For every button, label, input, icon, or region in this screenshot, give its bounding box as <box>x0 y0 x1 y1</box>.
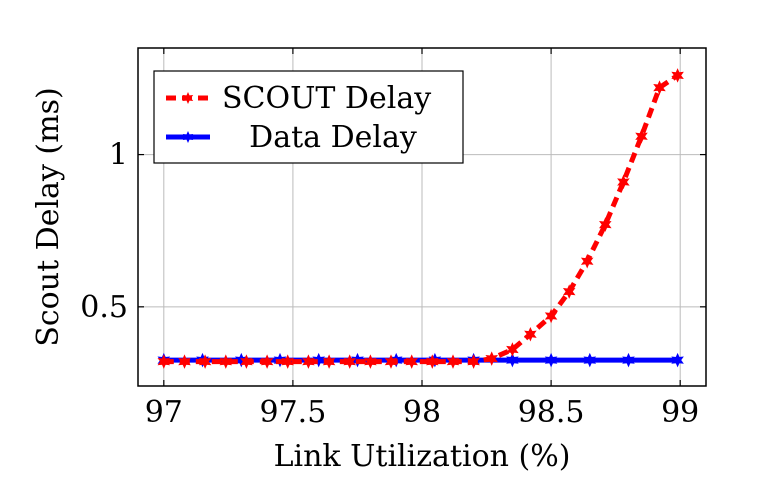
legend: SCOUT Delay Data Delay <box>153 70 464 164</box>
data-point <box>524 326 537 342</box>
data-point <box>635 129 648 144</box>
y-axis-label: Scout Delay (ms) <box>31 87 66 346</box>
x-tick-label: 98.5 <box>518 395 585 430</box>
data-point <box>198 354 212 369</box>
data-point <box>617 174 630 190</box>
data-point <box>260 354 274 369</box>
series-line <box>163 73 679 365</box>
x-tick-label: 99 <box>661 395 699 430</box>
data-point <box>599 217 612 232</box>
data-point <box>426 354 439 369</box>
y-tick-label: 0.5 <box>80 290 128 325</box>
data-point <box>281 354 294 369</box>
data-point <box>544 352 558 368</box>
x-tick-label: 97.5 <box>260 395 327 430</box>
tick-labels: 97 97.5 98 98.5 99 0.5 1 <box>80 48 706 430</box>
data-point <box>384 354 398 369</box>
data-point <box>157 354 171 369</box>
data-point <box>364 354 377 369</box>
x-axis-label: Link Utilization (%) <box>274 439 571 474</box>
data-point <box>322 354 336 369</box>
data-point <box>653 80 666 95</box>
legend-label-scout-delay: SCOUT Delay <box>222 81 431 116</box>
data-point <box>622 352 635 368</box>
x-tick-label: 97 <box>145 395 183 430</box>
data-point <box>671 68 684 83</box>
legend-entry-scout-delay: SCOUT Delay <box>166 81 431 116</box>
x-tick-label: 98 <box>403 395 441 430</box>
data-point <box>343 354 356 369</box>
data-point <box>446 354 460 369</box>
y-tick-label: 1 <box>109 138 128 173</box>
legend-label-data-delay: Data Delay <box>249 120 417 155</box>
data-point <box>485 351 498 366</box>
data-point <box>580 253 594 269</box>
data-point <box>312 352 325 368</box>
data-point <box>240 354 253 369</box>
data-point <box>544 308 558 324</box>
series-layer <box>157 68 684 369</box>
legend-marker <box>182 92 194 104</box>
data-point <box>178 354 191 369</box>
legend-marker <box>182 131 194 143</box>
series-scout-delay <box>157 68 684 369</box>
data-point <box>562 284 576 299</box>
data-point <box>467 354 480 369</box>
data-point <box>219 354 233 369</box>
data-point <box>506 352 519 368</box>
data-point <box>405 354 418 369</box>
data-point <box>583 352 597 368</box>
data-point <box>671 352 684 368</box>
legend-entry-data-delay: Data Delay <box>166 120 417 155</box>
data-point <box>506 342 519 357</box>
data-point <box>302 354 315 369</box>
legend-box <box>153 70 464 164</box>
